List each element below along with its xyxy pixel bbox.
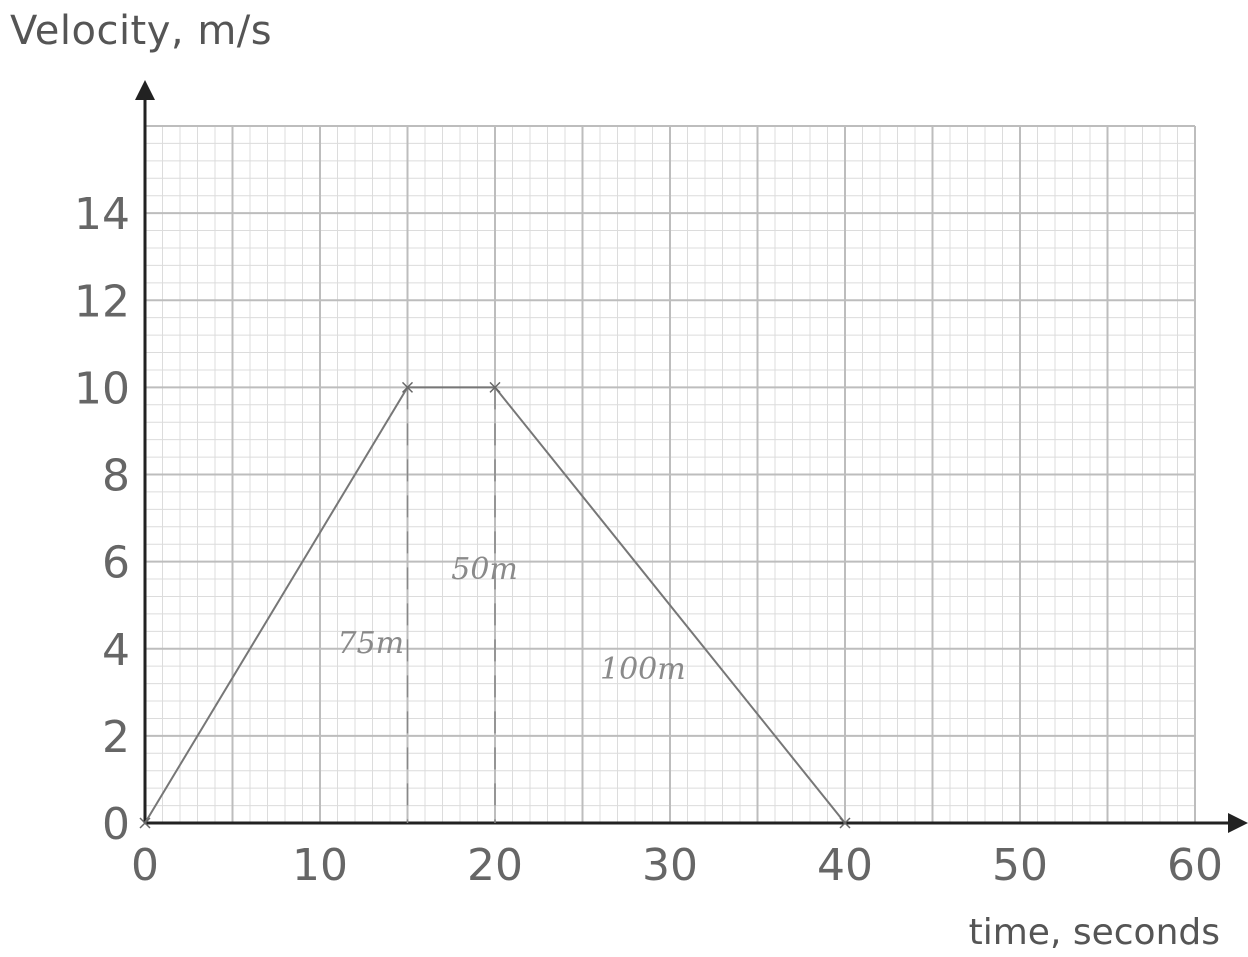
x-tick-label: 20 <box>467 840 523 891</box>
y-tick-label: 12 <box>74 276 130 327</box>
x-tick-label: 0 <box>131 840 159 891</box>
data-point-marker <box>139 817 151 829</box>
x-axis-label: time, seconds <box>968 912 1220 953</box>
velocity-line <box>144 386 846 824</box>
y-axis-arrow <box>135 80 155 100</box>
y-tick-label: 14 <box>74 189 130 240</box>
area-annotation: 50m <box>451 552 518 587</box>
x-tick-label: 40 <box>817 840 873 891</box>
data-point-marker <box>839 817 851 829</box>
data-point-marker <box>401 381 414 393</box>
y-tick-label: 6 <box>102 538 130 589</box>
y-tick-label: 10 <box>74 363 130 414</box>
y-tick-label: 4 <box>102 625 130 676</box>
y-axis-label: Velocity, m/s <box>10 8 273 54</box>
y-tick-label: 0 <box>102 799 130 850</box>
y-tick-label: 2 <box>102 712 130 763</box>
x-tick-label: 60 <box>1167 840 1223 891</box>
data-point-marker <box>489 381 501 393</box>
x-tick-label: 10 <box>292 840 348 891</box>
x-tick-label: 30 <box>642 840 698 891</box>
area-annotation: 100m <box>600 652 686 687</box>
x-axis-arrow <box>1228 813 1248 833</box>
x-tick-label: 50 <box>992 840 1048 891</box>
y-tick-label: 8 <box>102 451 130 502</box>
area-annotation: 75m <box>338 626 405 661</box>
